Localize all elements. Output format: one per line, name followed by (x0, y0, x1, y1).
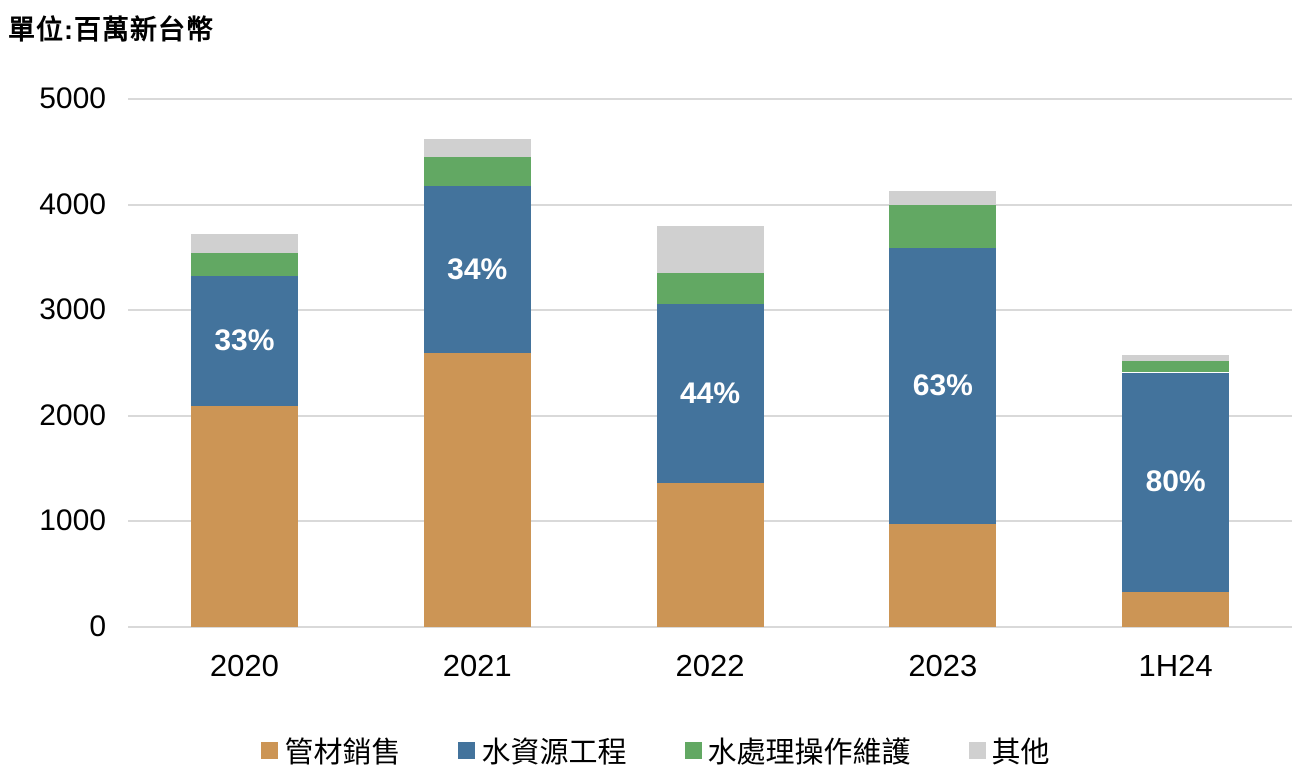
segment-percent-label: 33% (214, 324, 275, 358)
legend-swatch-icon (684, 741, 702, 759)
y-axis-tick-label: 1000 (39, 504, 106, 538)
legend-swatch-icon (968, 741, 986, 759)
legend-swatch-icon (261, 741, 279, 759)
bar-segment-2021-s3 (423, 139, 531, 158)
x-axis-tick-label: 2020 (209, 648, 279, 683)
bar-segment-1H24-s3 (1122, 354, 1230, 361)
x-axis-tick-label: 2021 (442, 648, 512, 683)
legend-label: 水資源工程 (481, 737, 627, 769)
x-axis-tick-label: 2022 (675, 648, 745, 683)
gridline-y0 (128, 626, 1292, 628)
legend-label: 其他 (991, 737, 1050, 769)
bar-segment-2023-s3 (889, 190, 997, 205)
gridline-y4000 (128, 203, 1292, 206)
bar-segment-2021-s1: 34% (423, 185, 531, 354)
gridline-y5000 (128, 98, 1292, 100)
segment-percent-label: 44% (679, 376, 741, 410)
y-axis-tick-label: 0 (89, 610, 106, 643)
bar-segment-2020-s1: 33% (190, 276, 298, 407)
y-axis-tick-label: 5000 (39, 82, 106, 115)
bar-segment-2020-s0 (190, 406, 298, 627)
bar-segment-2022-s0 (656, 483, 764, 627)
bar-segment-2023-s0 (889, 523, 997, 627)
bar-segment-1H24-s2 (1122, 360, 1230, 373)
legend-item-s0: 管材銷售 (261, 729, 400, 771)
bar-segment-2021-s2 (423, 157, 531, 186)
bar-segment-2022-s1: 44% (656, 303, 764, 484)
chart-title: 單位:百萬新台幣 (8, 15, 214, 45)
segment-percent-label: 34% (447, 252, 508, 286)
legend-label: 管材銷售 (284, 737, 401, 769)
x-axis-tick-label: 1H24 (1138, 648, 1213, 683)
segment-percent-label: 80% (1145, 465, 1206, 499)
bar-segment-2021-s0 (423, 353, 531, 627)
y-axis-tick-label: 3000 (39, 293, 106, 327)
legend-label: 水處理操作維護 (707, 737, 911, 769)
bar-segment-1H24-s1: 80% (1122, 372, 1230, 593)
bar-segment-2023-s1: 63% (889, 247, 997, 524)
legend: 管材銷售 水資源工程 水處理操作維護 其他 (0, 729, 1311, 771)
legend-item-s1: 水資源工程 (458, 729, 627, 771)
bar-segment-2022-s2 (656, 273, 764, 304)
x-axis-tick-label: 2023 (908, 648, 978, 683)
bar-segment-2022-s3 (656, 225, 764, 274)
y-axis-tick-label: 2000 (39, 398, 106, 432)
legend-item-s2: 水處理操作維護 (684, 729, 911, 771)
legend-swatch-icon (458, 741, 476, 759)
segment-percent-label: 63% (912, 368, 973, 402)
legend-item-s3: 其他 (968, 729, 1050, 771)
bar-segment-2020-s2 (190, 253, 298, 277)
bar-segment-1H24-s0 (1122, 592, 1230, 627)
bar-segment-2023-s2 (889, 204, 997, 248)
bar-segment-2020-s3 (190, 234, 298, 254)
y-axis-tick-label: 4000 (39, 187, 106, 221)
